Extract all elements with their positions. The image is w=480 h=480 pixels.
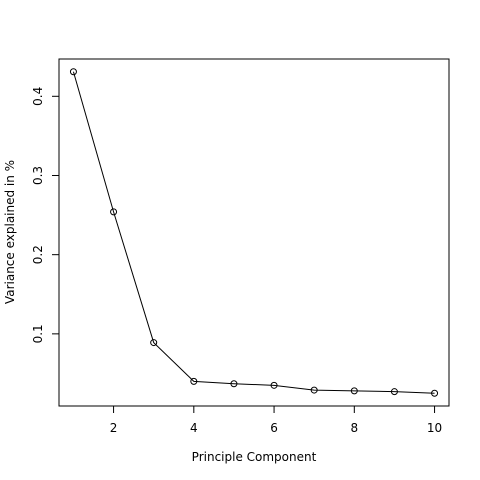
plot-frame (59, 59, 449, 406)
x-tick-label: 4 (190, 421, 198, 435)
x-tick-label: 2 (110, 421, 118, 435)
y-tick-label: 0.4 (31, 87, 45, 106)
x-tick-label: 10 (427, 421, 442, 435)
y-tick-label: 0.2 (31, 245, 45, 264)
series-line (73, 72, 434, 394)
y-tick-label: 0.3 (31, 166, 45, 185)
y-axis-label: Variance explained in % (3, 160, 17, 304)
x-tick-label: 6 (270, 421, 278, 435)
x-tick-label: 8 (350, 421, 358, 435)
x-axis-label: Principle Component (192, 450, 317, 464)
y-tick-label: 0.1 (31, 324, 45, 343)
